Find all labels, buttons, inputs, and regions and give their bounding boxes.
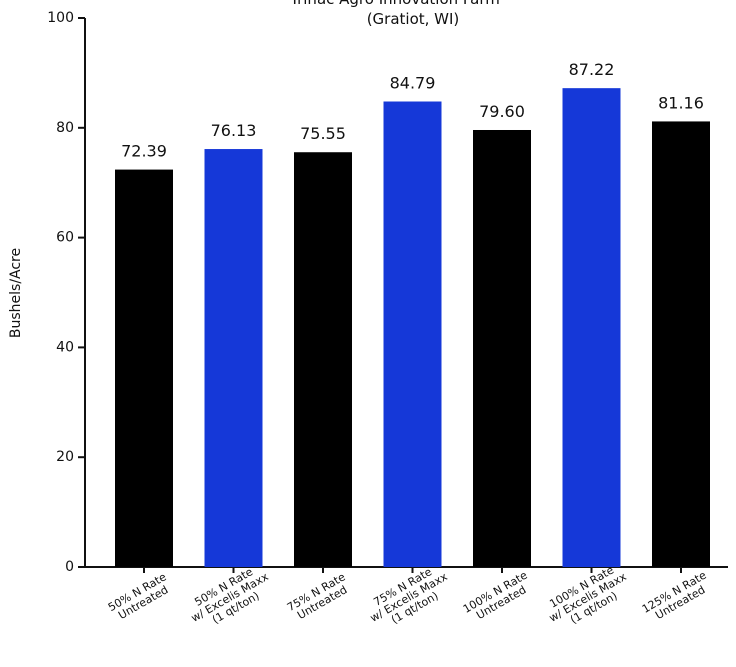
bar — [204, 149, 263, 567]
bar — [562, 88, 621, 567]
y-axis-label: Bushels/Acre — [8, 248, 24, 338]
y-tick-label: 0 — [65, 559, 74, 575]
bar — [294, 152, 352, 567]
bar-value-label: 87.22 — [569, 60, 615, 79]
bars — [115, 88, 710, 567]
bar — [383, 101, 442, 567]
bar-value-label: 79.60 — [479, 102, 525, 121]
bar-value-label: 81.16 — [658, 93, 704, 112]
y-tick-label: 60 — [56, 230, 74, 246]
chart-title-line-2: (Gratiot, WI) — [367, 10, 460, 28]
value-labels: 72.39 76.13 75.55 84.79 79.60 87.22 81.16 — [121, 60, 704, 160]
bar-value-label: 84.79 — [390, 74, 436, 93]
y-tick-label: 20 — [56, 449, 74, 465]
bar — [115, 169, 173, 567]
bar-value-label: 72.39 — [121, 142, 167, 161]
y-axis-ticks: 0 20 40 60 80 100 — [47, 10, 85, 575]
y-tick-label: 40 — [56, 339, 74, 355]
bar-value-label: 75.55 — [300, 124, 346, 143]
chart-title-line-1: Trinac Agro Innovation Farm — [289, 0, 500, 8]
bar — [652, 121, 710, 567]
chart-title: Trinac Agro Innovation Farm (Gratiot, WI… — [289, 0, 500, 28]
y-tick-label: 100 — [47, 10, 74, 26]
bar — [473, 129, 531, 567]
bar-value-label: 76.13 — [211, 121, 257, 140]
y-tick-label: 80 — [56, 120, 74, 136]
